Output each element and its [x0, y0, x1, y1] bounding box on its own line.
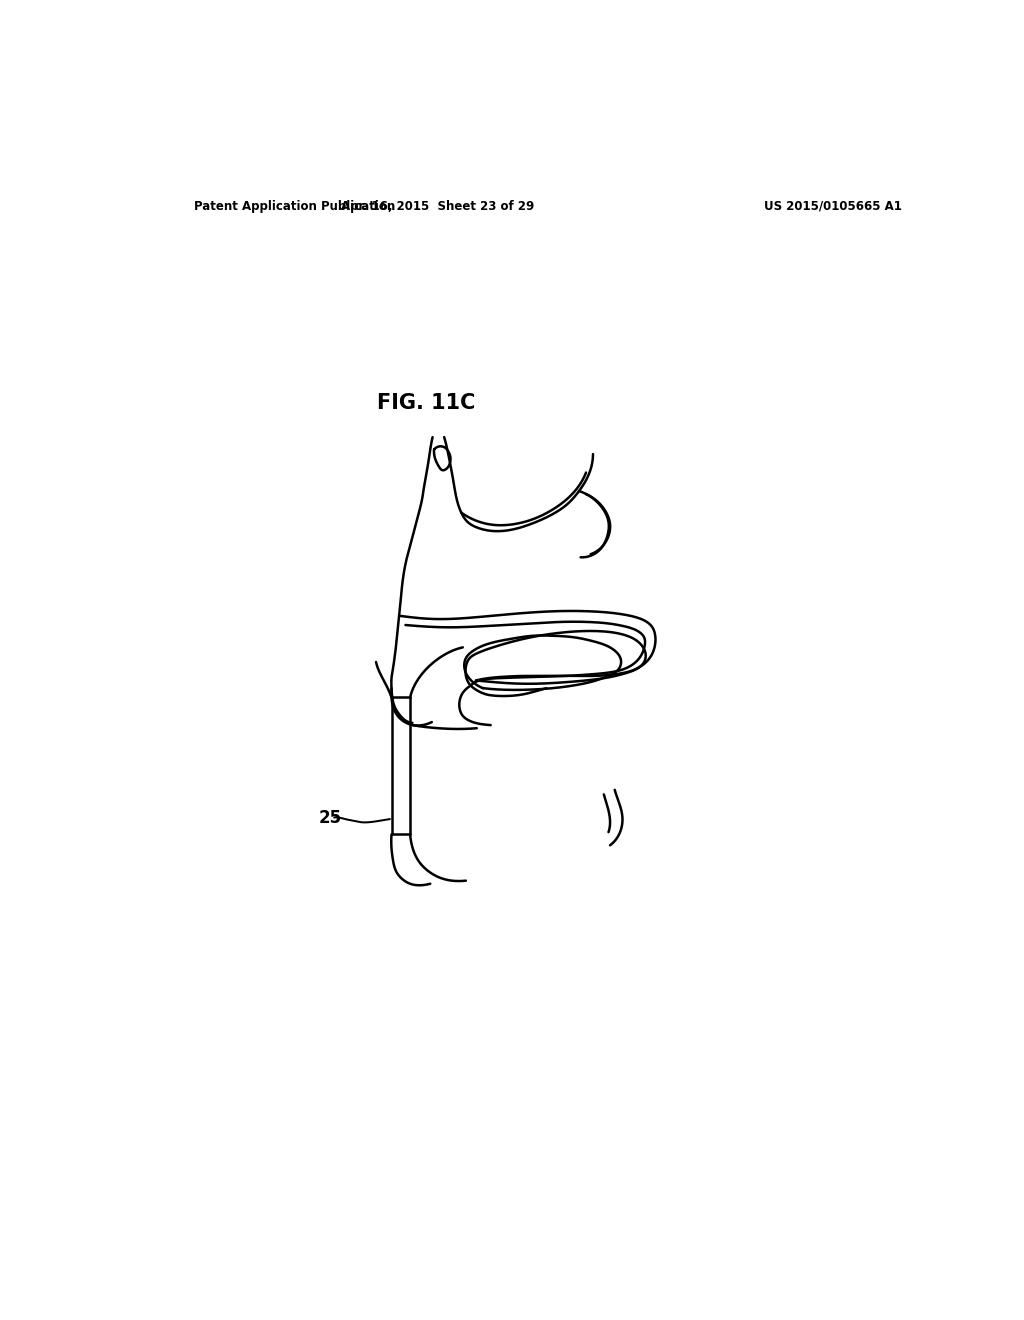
- Text: 25: 25: [318, 809, 342, 826]
- Text: FIG. 11C: FIG. 11C: [377, 393, 475, 413]
- Text: Patent Application Publication: Patent Application Publication: [194, 199, 395, 213]
- Text: US 2015/0105665 A1: US 2015/0105665 A1: [764, 199, 901, 213]
- Text: Apr. 16, 2015  Sheet 23 of 29: Apr. 16, 2015 Sheet 23 of 29: [341, 199, 535, 213]
